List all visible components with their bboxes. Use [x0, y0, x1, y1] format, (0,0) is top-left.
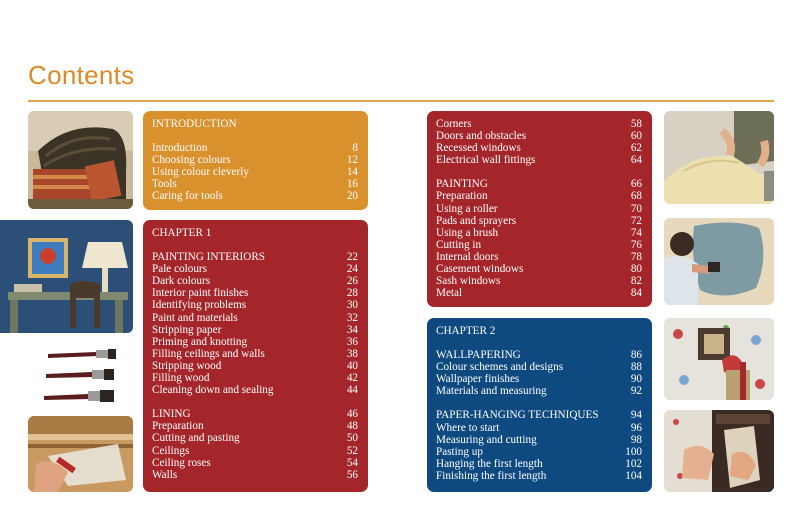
- toc-entry[interactable]: Preparation 68: [436, 190, 642, 203]
- toc-section-title[interactable]: PAINTING INTERIORS 22: [152, 251, 358, 264]
- introduction-box: INTRODUCTION Introduction 8 Choosing colo…: [143, 111, 368, 210]
- toc-entry[interactable]: Choosing colours 12: [152, 154, 358, 167]
- toc-entry[interactable]: Electrical wall fittings 64: [436, 154, 642, 167]
- toc-entry[interactable]: Cleaning down and sealing 44: [152, 384, 358, 397]
- introduction-heading: INTRODUCTION: [152, 118, 237, 130]
- toc-section-title[interactable]: PAPER-HANGING TECHNIQUES 94: [436, 409, 642, 422]
- painting-wall-photo: [664, 218, 774, 305]
- toc-entry[interactable]: Hanging the first length 102: [436, 457, 642, 470]
- toc-entry[interactable]: Measuring and cutting 98: [436, 433, 642, 446]
- toc-entry[interactable]: Pasting up 100: [436, 445, 642, 458]
- toc-entry[interactable]: Finishing the first length 104: [436, 469, 642, 482]
- wallpaper-pattern-photo: [664, 318, 774, 400]
- section-gap: [436, 397, 642, 409]
- toc-entry[interactable]: Tools 16: [152, 178, 358, 191]
- section-gap: [152, 396, 358, 408]
- chapter2-heading: CHAPTER 2: [436, 325, 496, 337]
- title-rule: [28, 100, 774, 102]
- toc-entry[interactable]: Priming and knotting 36: [152, 335, 358, 348]
- toc-entry[interactable]: Using colour cleverly 14: [152, 166, 358, 179]
- toc-entry[interactable]: Materials and measuring 92: [436, 385, 642, 398]
- toc-entry[interactable]: Ceilings 52: [152, 444, 358, 457]
- toc-entry[interactable]: Recessed windows 62: [436, 142, 642, 155]
- toc-entry[interactable]: Internal doors 78: [436, 250, 642, 263]
- toc-entry[interactable]: Ceiling roses 54: [152, 456, 358, 469]
- toc-entry[interactable]: Filling wood 42: [152, 372, 358, 385]
- toc-entry[interactable]: Caring for tools 20: [152, 190, 358, 203]
- wicker-chair-photo: [28, 111, 133, 209]
- toc-entry[interactable]: Stripping paper 34: [152, 323, 358, 336]
- toc-entry[interactable]: Dark colours 26: [152, 275, 358, 288]
- toc-entry[interactable]: Using a roller 70: [436, 202, 642, 215]
- toc-entry[interactable]: Colour schemes and designs 88: [436, 361, 642, 374]
- paint-brushes-photo: [40, 342, 120, 408]
- lining-paper-photo: [664, 111, 774, 204]
- hanging-wallpaper-photo: [664, 410, 774, 492]
- toc-entry[interactable]: Corners 58: [436, 118, 642, 130]
- toc-entry[interactable]: Metal 84: [436, 287, 642, 300]
- toc-entry[interactable]: Doors and obstacles 60: [436, 130, 642, 143]
- chapter1-box: CHAPTER 1 PAINTING INTERIORS 22 Pale colo…: [143, 220, 368, 492]
- toc-entry[interactable]: Interior paint finishes 28: [152, 287, 358, 300]
- chapter2-box: CHAPTER 2 WALLPAPERING 86 Colour schemes …: [427, 318, 652, 492]
- toc-entry[interactable]: Pale colours 24: [152, 263, 358, 276]
- toc-section-title[interactable]: PAINTING 66: [436, 178, 642, 191]
- toc-entry[interactable]: Pads and sprayers 72: [436, 214, 642, 227]
- toc-entry[interactable]: Where to start 96: [436, 421, 642, 434]
- section-gap: [436, 166, 642, 178]
- page-title: Contents: [28, 60, 135, 90]
- toc-entry[interactable]: Cutting in 76: [436, 238, 642, 251]
- toc-entry[interactable]: Cutting and pasting 50: [152, 432, 358, 445]
- toc-entry[interactable]: Wallpaper finishes 90: [436, 373, 642, 386]
- painted-desk-photo: [0, 220, 133, 333]
- toc-section-title[interactable]: LINING 46: [152, 408, 358, 421]
- toc-entry[interactable]: Filling ceilings and walls 38: [152, 347, 358, 360]
- toc-entry[interactable]: Preparation 48: [152, 420, 358, 433]
- toc-entry[interactable]: Sash windows 82: [436, 275, 642, 288]
- toc-entry[interactable]: Casement windows 80: [436, 263, 642, 276]
- toc-entry[interactable]: Stripping wood 40: [152, 359, 358, 372]
- toc-entry[interactable]: Introduction 8: [152, 142, 358, 155]
- toc-entry[interactable]: Paint and materials 32: [152, 311, 358, 324]
- toc-entry[interactable]: Walls 56: [152, 468, 358, 481]
- chapter1-continued-box: Corners 58 Doors and obstacles 60 Recessed…: [427, 111, 652, 307]
- chapter1-heading: CHAPTER 1: [152, 227, 212, 239]
- toc-section-title[interactable]: WALLPAPERING 86: [436, 349, 642, 362]
- toc-entry[interactable]: Using a brush 74: [436, 226, 642, 239]
- cornice-scraping-photo: [28, 416, 133, 492]
- toc-entry[interactable]: Identifying problems 30: [152, 299, 358, 312]
